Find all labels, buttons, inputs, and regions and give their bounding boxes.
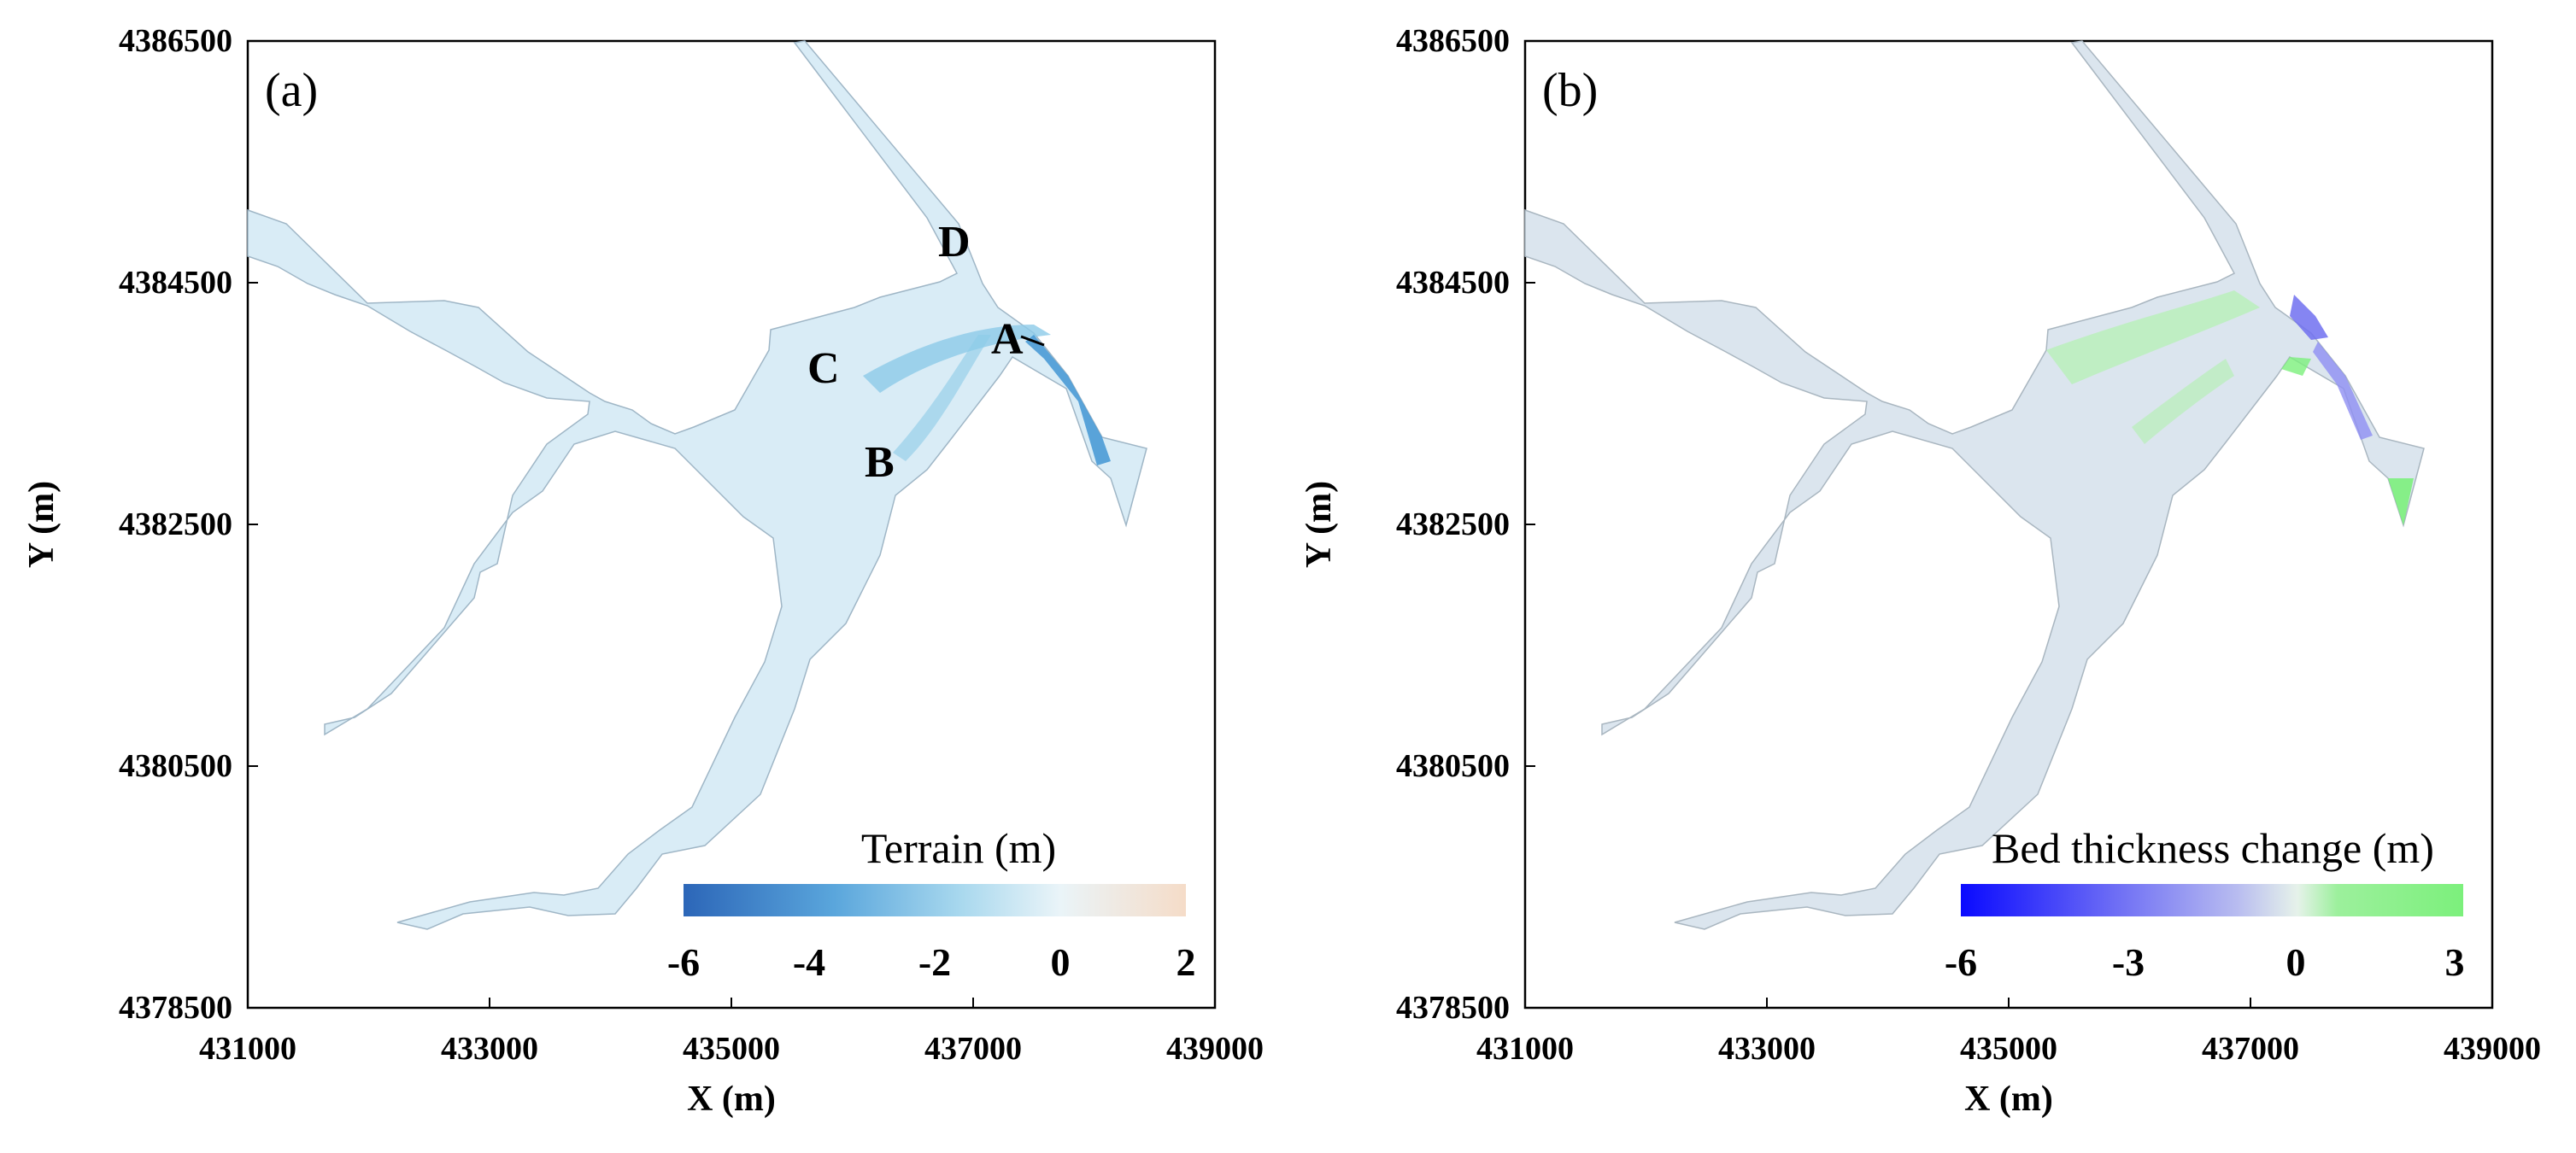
x-ticks-b: 431000 433000 435000 437000 439000 bbox=[1476, 998, 2541, 1067]
y-tick-a-1: 4380500 bbox=[119, 748, 232, 784]
cb-tick-b-0: -6 bbox=[1945, 940, 1977, 984]
y-axis-label-b: Y (m) bbox=[1300, 481, 1339, 568]
y-ticks-b: 4378500 4380500 4382500 4384500 4386500 bbox=[1396, 23, 1535, 1026]
y-tick-a-4: 4386500 bbox=[119, 23, 232, 59]
y-tick-b-4: 4386500 bbox=[1396, 23, 1510, 59]
panel-b: (b) Bed thickness change (m) -6 -3 0 3 4… bbox=[1300, 23, 2541, 1119]
panel-label-a: (a) bbox=[265, 64, 318, 117]
water-body-b bbox=[1524, 40, 2425, 930]
plot-area-a bbox=[246, 39, 1217, 1010]
deposition-tip-b bbox=[2388, 478, 2414, 525]
colorbar-ticks-a: -6 -4 -2 0 2 bbox=[667, 940, 1196, 984]
colorbar-a: Terrain (m) -6 -4 -2 0 2 bbox=[667, 824, 1196, 984]
erosion-outlet-b bbox=[2313, 342, 2373, 440]
plot-area-b bbox=[1523, 39, 2494, 1010]
x-tick-b-2: 435000 bbox=[1960, 1031, 2057, 1067]
y-tick-a-0: 4378500 bbox=[119, 990, 232, 1026]
x-tick-b-4: 439000 bbox=[2444, 1031, 2541, 1067]
y-tick-b-2: 4382500 bbox=[1396, 506, 1510, 542]
x-tick-b-3: 437000 bbox=[2202, 1031, 2299, 1067]
x-ticks-a: 431000 433000 435000 437000 439000 bbox=[199, 998, 1264, 1067]
colorbar-title-b: Bed thickness change (m) bbox=[1992, 824, 2434, 872]
y-tick-b-3: 4384500 bbox=[1396, 265, 1510, 301]
channel-deep-a bbox=[863, 325, 1051, 393]
y-axis-label-a: Y (m) bbox=[22, 481, 62, 568]
x-tick-b-1: 433000 bbox=[1718, 1031, 1816, 1067]
water-mask-b bbox=[1524, 40, 2425, 930]
deposition-zone-b bbox=[2046, 290, 2260, 384]
water-mask-a bbox=[247, 40, 1147, 930]
y-ticks-a: 4378500 4380500 4382500 4384500 4386500 bbox=[119, 23, 258, 1026]
colorbar-ticks-b: -6 -3 0 3 bbox=[1945, 940, 2465, 984]
cb-tick-a-2: -2 bbox=[918, 940, 951, 984]
y-tick-b-0: 4378500 bbox=[1396, 990, 1510, 1026]
site-label-a: A bbox=[991, 315, 1024, 364]
x-tick-a-3: 437000 bbox=[924, 1031, 1022, 1067]
panel-label-b: (b) bbox=[1542, 64, 1598, 117]
deposition-side-b bbox=[2281, 357, 2311, 376]
outlet-channel-a bbox=[1025, 335, 1111, 465]
water-body-a bbox=[247, 40, 1147, 930]
x-tick-b-0: 431000 bbox=[1476, 1031, 1574, 1067]
y-tick-a-2: 4382500 bbox=[119, 506, 232, 542]
erosion-zone-b bbox=[2290, 295, 2328, 340]
cb-tick-a-3: 0 bbox=[1051, 940, 1071, 984]
cb-tick-b-3: 3 bbox=[2445, 940, 2465, 984]
colorbar-ramp-b bbox=[1961, 884, 2463, 916]
x-tick-a-4: 439000 bbox=[1166, 1031, 1264, 1067]
x-tick-a-1: 433000 bbox=[441, 1031, 538, 1067]
y-tick-a-3: 4384500 bbox=[119, 265, 232, 301]
cb-tick-b-1: -3 bbox=[2112, 940, 2145, 984]
site-label-b: B bbox=[865, 438, 895, 487]
panel-a: A B C D (a) Terrain (m) -6 -4 -2 0 2 431… bbox=[22, 23, 1264, 1119]
x-tick-a-0: 431000 bbox=[199, 1031, 296, 1067]
site-label-d: D bbox=[938, 218, 971, 266]
cb-tick-a-1: -4 bbox=[793, 940, 825, 984]
cb-tick-a-4: 2 bbox=[1177, 940, 1196, 984]
colorbar-b: Bed thickness change (m) -6 -3 0 3 bbox=[1945, 824, 2465, 984]
cb-tick-b-2: 0 bbox=[2286, 940, 2306, 984]
colorbar-title-a: Terrain (m) bbox=[861, 824, 1056, 872]
y-tick-b-1: 4380500 bbox=[1396, 748, 1510, 784]
colorbar-ramp-a bbox=[684, 884, 1186, 916]
x-axis-label-b: X (m) bbox=[1964, 1080, 2053, 1119]
cb-tick-a-0: -6 bbox=[667, 940, 700, 984]
section-line-a bbox=[1020, 335, 1045, 347]
channel-deep-a2 bbox=[893, 335, 991, 461]
site-label-c: C bbox=[807, 344, 840, 393]
x-axis-label-a: X (m) bbox=[687, 1080, 776, 1119]
x-tick-a-2: 435000 bbox=[683, 1031, 780, 1067]
deposition-zone-b2 bbox=[2132, 359, 2234, 444]
